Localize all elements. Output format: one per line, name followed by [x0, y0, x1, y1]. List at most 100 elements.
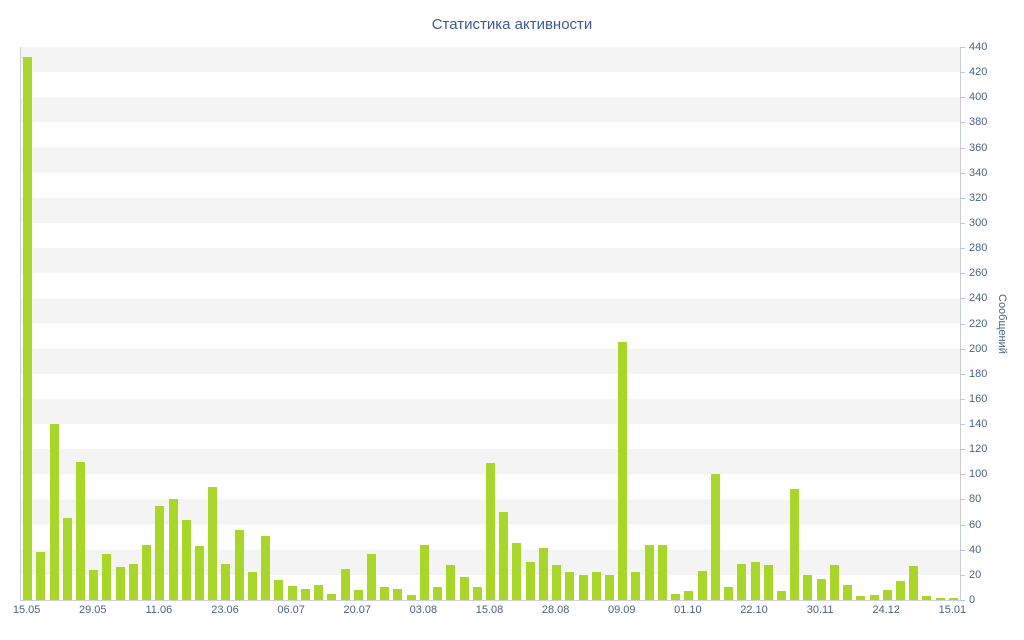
bar [512, 543, 522, 600]
y-axis-tick [960, 449, 965, 451]
y-axis-label: 260 [969, 267, 988, 280]
bar [472, 587, 482, 600]
y-axis-tick [960, 499, 965, 501]
y-axis-label: 60 [969, 518, 982, 531]
bar [62, 518, 72, 600]
y-axis-title: Сообщений [994, 47, 1010, 600]
bar [102, 553, 112, 600]
bar [393, 588, 403, 600]
bar [340, 568, 350, 600]
y-axis-tick [960, 398, 965, 400]
bar [366, 553, 376, 600]
y-axis-tick [960, 222, 965, 224]
bar [803, 574, 813, 600]
bar [287, 586, 297, 600]
y-axis-label: 180 [969, 367, 988, 380]
bar [935, 597, 945, 600]
y-axis-label: 280 [969, 242, 988, 255]
bar [644, 544, 654, 600]
y-axis-tick [960, 147, 965, 149]
plot-area [20, 47, 961, 601]
bar [525, 562, 535, 600]
y-axis-tick [960, 248, 965, 250]
bar [195, 545, 205, 600]
y-axis-label: 340 [969, 166, 988, 179]
y-axis-tick [960, 549, 965, 551]
bar [168, 499, 178, 600]
bar [737, 563, 747, 600]
y-axis-tick [960, 474, 965, 476]
y-axis-label: 320 [969, 191, 988, 204]
bar [314, 584, 324, 600]
bar [155, 505, 165, 600]
bar [565, 572, 575, 600]
y-axis-label: 80 [969, 493, 982, 506]
y-axis-label: 420 [969, 66, 988, 79]
x-axis-label: 15.05 [12, 604, 41, 616]
bar [433, 587, 443, 600]
y-axis-label: 160 [969, 392, 988, 405]
bar [23, 57, 33, 600]
bar [697, 571, 707, 600]
bar [181, 519, 191, 600]
bar [763, 564, 773, 600]
x-axis-label: 22.10 [740, 604, 768, 616]
y-axis-tick [960, 373, 965, 375]
bar [221, 563, 231, 600]
bar [300, 588, 310, 600]
bar [724, 587, 734, 600]
bar [419, 544, 429, 600]
bar [142, 544, 152, 600]
bar [882, 589, 892, 600]
x-axis-label: 15.01 [938, 604, 967, 616]
bar [49, 424, 59, 600]
y-axis-tick [960, 172, 965, 174]
bar [552, 564, 562, 600]
bar [36, 552, 46, 600]
y-axis-tick [960, 323, 965, 325]
y-axis-label: 100 [969, 468, 988, 481]
bar [486, 463, 495, 600]
bar [710, 474, 720, 600]
bar [406, 594, 416, 600]
x-axis-label: 01.10 [674, 604, 702, 616]
bar [128, 563, 138, 600]
bar [657, 544, 667, 600]
bar [856, 596, 866, 600]
y-axis-tick [960, 72, 965, 74]
bar [776, 591, 786, 600]
y-axis-label: 120 [969, 443, 988, 456]
x-axis-label: 23.06 [211, 604, 239, 616]
x-axis-label: 20.07 [343, 604, 372, 616]
bar [327, 593, 337, 600]
bar [895, 581, 905, 600]
bar [459, 577, 469, 600]
bar [499, 512, 509, 600]
x-axis-label: 24.12 [872, 604, 901, 616]
bar [750, 562, 760, 600]
bar [261, 535, 271, 600]
x-axis-label: 28.08 [541, 604, 570, 616]
bar [89, 569, 99, 600]
y-axis-tick [960, 197, 965, 199]
bar [208, 486, 218, 600]
y-axis-tick [960, 122, 965, 124]
x-axis-label: 11.06 [145, 604, 173, 616]
y-axis-label: 220 [969, 317, 988, 330]
bar [790, 489, 800, 600]
bar [948, 597, 958, 600]
bar [538, 548, 548, 600]
bar [76, 461, 85, 600]
y-axis-tick [960, 298, 965, 300]
y-axis-title-text: Сообщений [996, 293, 1008, 354]
y-axis-label: 380 [969, 116, 988, 129]
x-axis-label: 03.08 [409, 604, 438, 616]
bar [115, 567, 125, 600]
y-axis-tick [960, 574, 965, 576]
bar [353, 589, 363, 600]
bar [684, 591, 694, 600]
x-axis-label: 30.11 [806, 604, 834, 616]
x-axis-label: 15.08 [475, 604, 504, 616]
bar [591, 572, 601, 600]
y-axis-tick [960, 600, 965, 601]
